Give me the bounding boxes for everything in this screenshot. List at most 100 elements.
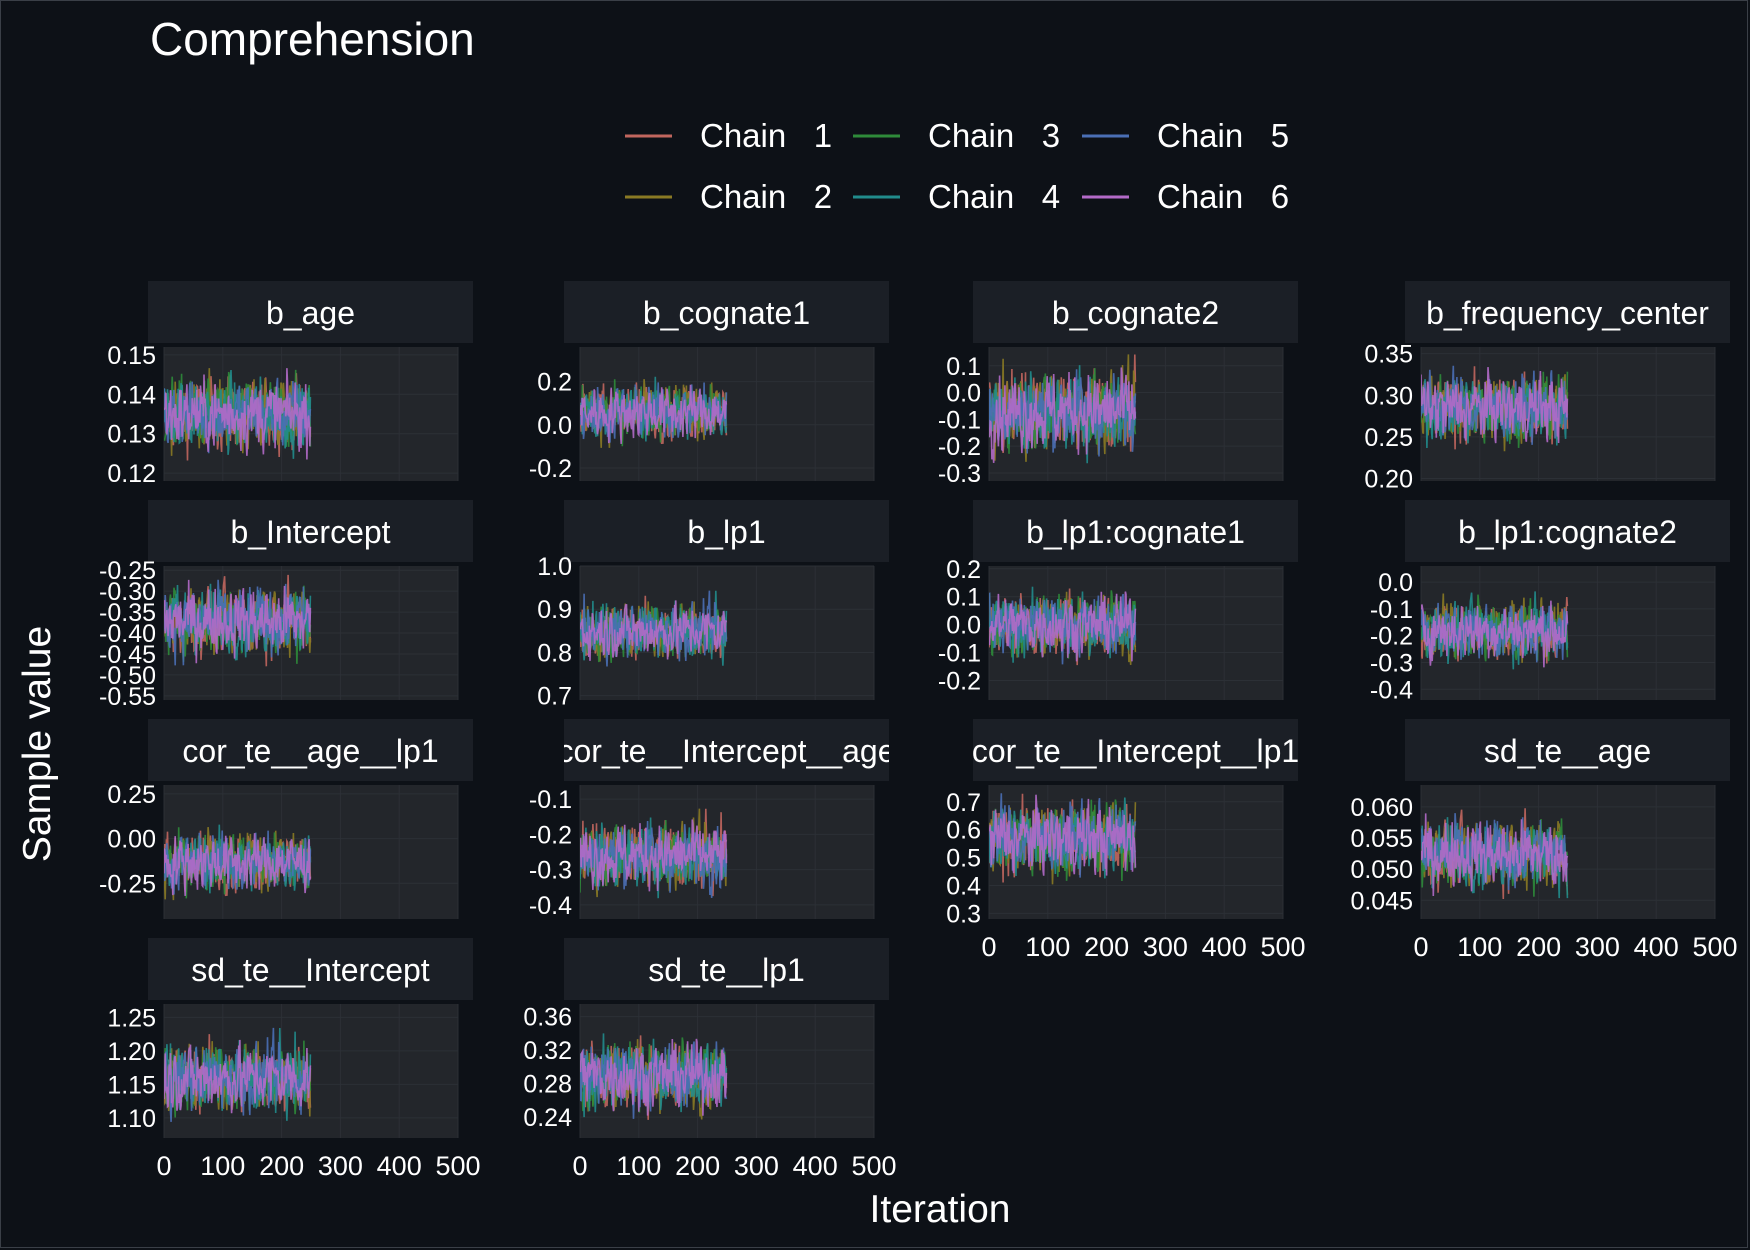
y-tick-label: 1.0 [537,553,572,581]
x-axis-label: Iteration [870,1188,1011,1231]
y-tick-label: -0.2 [529,821,572,849]
y-tick-label: 0.13 [107,421,156,449]
y-tick-label: 0.055 [1350,825,1413,853]
y-tick-label: 0.9 [537,596,572,624]
y-tick-label: 0.050 [1350,856,1413,884]
y-tick-label: -0.4 [529,892,572,920]
y-tick-label: 0.5 [946,845,981,873]
y-tick-label: -0.25 [99,870,156,898]
y-tick-label: 0.1 [946,584,981,612]
panel-b-frequency-center: b_frequency_center 0.20 0.25 0.30 0.35 [1364,281,1730,494]
x-tick-label: 0 [1413,932,1428,962]
panel-title: cor_te__Intercept__age [557,733,895,769]
panel-sd-te-intercept: sd_te__Intercept1.101.151.201.250 100 200 3… [107,938,480,1181]
y-tick-label: 0.3 [946,900,981,928]
panel-title: sd_te__Intercept [191,952,430,988]
panel-b-lp1-cognate2: b_lp1:cognate2 -0.4-0.3-0.2-0.10.0 [1370,500,1730,704]
y-tick-label: 0.7 [537,683,572,711]
y-tick-label: 0.060 [1350,794,1413,822]
x-tick-label: 300 [318,1151,363,1181]
y-tick-label: 0.24 [523,1104,572,1132]
panel-title: cor_te__Intercept__lp1 [972,733,1299,769]
y-tick-label: -0.2 [1370,623,1413,651]
x-tick-label: 0 [981,932,996,962]
y-tick-label: 0.20 [1364,466,1413,494]
y-tick-label: 0.25 [1364,424,1413,452]
y-tick-label: -0.4 [1370,676,1413,704]
y-tick-label: 0.2 [537,369,572,397]
panel-b-cognate2: b_cognate2-0.3-0.2-0.10.00.1 [938,281,1298,488]
panel-title: sd_te__lp1 [648,952,805,988]
legend-entry-3: Chain 3 [853,117,1060,154]
y-tick-label: 1.10 [107,1105,156,1133]
panel-title: cor_te__age__lp1 [182,733,438,769]
y-tick-label: 0.2 [946,556,981,584]
y-tick-label: 0.7 [946,789,981,817]
y-tick-label: 0.14 [107,381,156,409]
panel-cor-te-age-lp1: cor_te__age__lp1 -0.25 0.00 0.25 [99,719,473,919]
legend-entry-6: Chain 6 [1082,178,1289,215]
x-tick-label: 200 [259,1151,304,1181]
panel-b-lp1: b_lp1 0.7 0.8 0.9 1.0 [537,500,889,711]
panel-title: b_age [266,295,355,331]
y-tick-label: 0.0 [946,380,981,408]
y-tick-label: 0.28 [523,1071,572,1099]
chart-title: Comprehension [150,13,475,65]
y-tick-label: -0.25 [99,557,156,585]
y-tick-label: -0.1 [938,406,981,434]
legend-label-5: Chain 5 [1157,117,1289,154]
y-tick-label: -0.1 [529,786,572,814]
y-tick-label: 0.15 [107,342,156,370]
panel-sd-te-lp1: sd_te__lp1 0.24 0.28 0.32 0.36 0 100 200 300 400 5… [523,938,896,1181]
x-tick-label: 400 [1202,932,1247,962]
x-tick-label: 100 [1457,932,1502,962]
y-axis-label: Sample value [16,626,59,862]
x-tick-label: 0 [572,1151,587,1181]
x-tick-label: 400 [793,1151,838,1181]
y-tick-label: 1.20 [107,1038,156,1066]
panel-b-age: b_age 0.12 0.13 0.14 0.15 [107,281,473,488]
y-tick-label: -0.2 [938,667,981,695]
panel-title: b_lp1 [687,514,765,550]
x-tick-label: 0 [156,1151,171,1181]
x-tick-label: 200 [1516,932,1561,962]
x-tick-label: 100 [1025,932,1070,962]
x-tick-label: 400 [377,1151,422,1181]
y-tick-label: 0.30 [1364,382,1413,410]
x-tick-label: 500 [435,1151,480,1181]
panel-title: b_cognate1 [643,295,810,331]
panel-title: b_lp1:cognate2 [1458,514,1677,550]
panel-cor-te-intercept-age: cor_te__Intercept__age-0.4-0.3-0.2-0.1 [529,719,896,920]
y-tick-label: -0.2 [938,433,981,461]
y-tick-label: -0.1 [1370,596,1413,624]
panel-b-lp1-cognate1: b_lp1:cognate1-0.2-0.10.00.10.2 [938,500,1298,700]
legend-label-3: Chain 3 [928,117,1060,154]
x-tick-label: 500 [1692,932,1737,962]
x-tick-label: 200 [675,1151,720,1181]
panel-title: b_lp1:cognate1 [1026,514,1245,550]
legend-entry-4: Chain 4 [853,178,1060,215]
y-tick-label: 0.12 [107,460,156,488]
y-tick-label: 0.4 [946,873,981,901]
x-tick-label: 500 [1260,932,1305,962]
legend-entry-5: Chain 5 [1082,117,1289,154]
panel-title: b_Intercept [230,514,390,550]
y-tick-label: 0.8 [537,639,572,667]
legend-label-6: Chain 6 [1157,178,1289,215]
x-tick-label: 300 [1143,932,1188,962]
y-tick-label: 0.35 [1364,341,1413,369]
x-tick-label: 100 [200,1151,245,1181]
panel-title: b_frequency_center [1426,295,1709,331]
y-tick-label: 1.15 [107,1071,156,1099]
y-tick-label: 0.36 [523,1004,572,1032]
y-tick-label: -0.3 [1370,649,1413,677]
y-tick-label: 0.0 [1378,569,1413,597]
legend-entry-2: Chain 2 [625,178,832,215]
y-tick-label: 0.1 [946,353,981,381]
x-tick-label: 100 [616,1151,661,1181]
y-tick-label: -0.2 [529,455,572,483]
y-tick-label: 0.6 [946,817,981,845]
panel-title: sd_te__age [1484,733,1651,769]
y-tick-label: -0.1 [938,640,981,668]
